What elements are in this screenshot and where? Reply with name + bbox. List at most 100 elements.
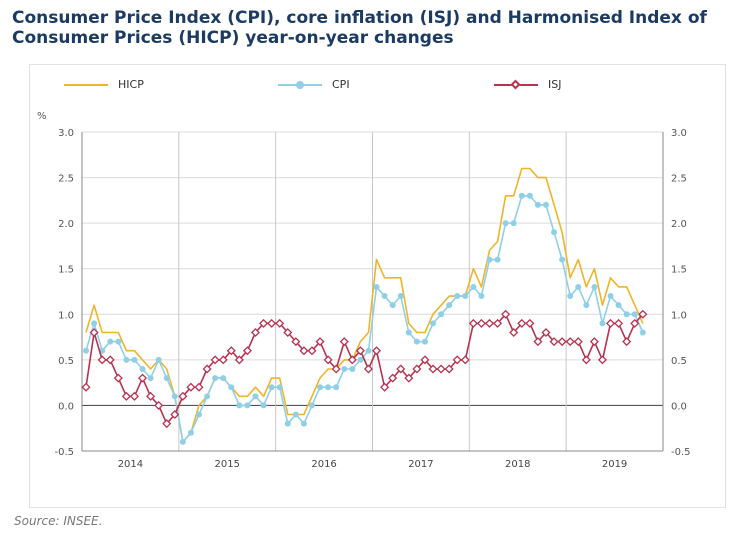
data-point-cpi bbox=[212, 375, 219, 382]
legend-isj-label: ISJ bbox=[548, 78, 562, 91]
data-point-cpi bbox=[470, 283, 477, 290]
y-tick-label-left: 1.0 bbox=[58, 310, 74, 321]
data-point-cpi bbox=[300, 420, 307, 427]
data-point-isj bbox=[614, 318, 624, 328]
data-point-cpi bbox=[115, 338, 122, 345]
y-tick-label-right: 0.5 bbox=[671, 356, 687, 367]
y-tick-label-right: 1.0 bbox=[671, 310, 687, 321]
data-point-cpi bbox=[454, 293, 461, 300]
data-point-cpi bbox=[438, 311, 445, 318]
data-point-cpi bbox=[196, 411, 203, 418]
data-point-cpi bbox=[317, 384, 324, 391]
y-tick-label-right: 2.0 bbox=[671, 219, 687, 230]
data-point-isj bbox=[476, 318, 486, 328]
data-point-isj bbox=[517, 318, 527, 328]
data-point-cpi bbox=[308, 402, 315, 409]
y-tick-label-right: 1.5 bbox=[671, 265, 687, 276]
data-point-isj bbox=[509, 327, 519, 338]
data-point-isj bbox=[501, 309, 511, 319]
y-tick-label-right: -0.5 bbox=[671, 447, 691, 458]
data-point-isj bbox=[170, 410, 180, 420]
data-point-isj bbox=[565, 337, 575, 347]
data-point-cpi bbox=[542, 201, 549, 208]
data-point-isj bbox=[549, 337, 559, 347]
data-point-cpi bbox=[583, 302, 590, 309]
y-tick-label-left: 1.5 bbox=[58, 265, 74, 276]
data-point-isj bbox=[541, 327, 551, 338]
data-point-isj bbox=[210, 355, 220, 365]
data-point-isj bbox=[121, 391, 131, 401]
data-point-cpi bbox=[163, 375, 170, 382]
data-point-isj bbox=[380, 382, 390, 392]
data-point-cpi bbox=[365, 347, 372, 354]
data-point-isj bbox=[339, 337, 349, 347]
data-point-cpi bbox=[486, 256, 493, 263]
data-point-isj bbox=[234, 355, 244, 365]
source-note: Source: INSEE. bbox=[14, 514, 103, 528]
data-point-isj bbox=[226, 346, 236, 356]
data-point-isj bbox=[259, 318, 269, 328]
data-point-isj bbox=[186, 382, 196, 392]
y-unit-label: % bbox=[37, 111, 47, 122]
data-point-cpi bbox=[389, 302, 396, 309]
data-point-cpi bbox=[575, 283, 582, 290]
legend-hicp-line bbox=[64, 84, 108, 86]
data-point-cpi bbox=[171, 393, 178, 400]
data-point-cpi bbox=[341, 365, 348, 372]
y-tick-label-left: 0.5 bbox=[58, 356, 74, 367]
data-point-cpi bbox=[631, 311, 638, 318]
data-point-isj bbox=[105, 355, 115, 365]
data-point-cpi bbox=[139, 365, 146, 372]
data-point-isj bbox=[355, 346, 365, 356]
data-point-isj bbox=[452, 355, 462, 365]
data-point-isj bbox=[638, 309, 648, 319]
data-point-isj bbox=[291, 337, 301, 347]
data-point-cpi bbox=[131, 356, 138, 363]
legend-cpi-label: CPI bbox=[332, 78, 350, 91]
data-point-cpi bbox=[373, 283, 380, 290]
data-point-cpi bbox=[381, 293, 388, 300]
data-point-isj bbox=[622, 337, 632, 347]
data-point-isj bbox=[178, 391, 188, 401]
data-point-isj bbox=[218, 355, 228, 365]
data-point-cpi bbox=[220, 375, 227, 382]
data-point-isj bbox=[372, 346, 382, 356]
data-point-isj bbox=[404, 373, 414, 383]
data-point-cpi bbox=[179, 438, 186, 445]
data-point-isj bbox=[597, 355, 607, 365]
data-point-isj bbox=[589, 337, 599, 347]
data-point-cpi bbox=[187, 429, 194, 436]
data-point-cpi bbox=[276, 384, 283, 391]
x-tick-label: 2019 bbox=[602, 459, 627, 470]
y-tick-label-left: 0.0 bbox=[58, 401, 74, 412]
legend-item-cpi[interactable]: CPI bbox=[278, 77, 408, 93]
data-point-cpi bbox=[228, 384, 235, 391]
data-point-cpi bbox=[599, 320, 606, 327]
data-point-isj bbox=[162, 419, 172, 429]
data-point-isj bbox=[275, 318, 285, 328]
data-point-isj bbox=[129, 391, 139, 401]
data-point-cpi bbox=[83, 347, 90, 354]
data-point-isj bbox=[606, 318, 616, 328]
data-point-isj bbox=[525, 318, 535, 328]
legend-hicp-label: HICP bbox=[118, 78, 144, 91]
data-point-cpi bbox=[204, 393, 211, 400]
data-point-cpi bbox=[107, 338, 114, 345]
data-point-cpi bbox=[123, 356, 130, 363]
data-point-cpi bbox=[478, 293, 485, 300]
data-point-isj bbox=[444, 364, 454, 374]
data-point-cpi bbox=[405, 329, 412, 336]
y-tick-label-left: -0.5 bbox=[54, 447, 74, 458]
data-point-cpi bbox=[615, 302, 622, 309]
data-point-cpi bbox=[397, 293, 404, 300]
legend-item-isj[interactable]: ISJ bbox=[494, 77, 624, 93]
series-line-cpi bbox=[85, 195, 644, 443]
y-tick-label-left: 2.5 bbox=[58, 174, 74, 185]
data-point-isj bbox=[533, 337, 543, 347]
data-point-cpi bbox=[357, 356, 364, 363]
data-point-cpi bbox=[623, 311, 630, 318]
data-point-cpi bbox=[147, 375, 154, 382]
data-point-isj bbox=[81, 382, 91, 392]
line-chart: 3.0 3.0 2.5 2.5 2.0 2.0 1.5 1.5 1.0 1.0 0.5 0.5 0.0 0… bbox=[37, 111, 691, 470]
legend-item-hicp[interactable]: HICP bbox=[64, 77, 194, 93]
